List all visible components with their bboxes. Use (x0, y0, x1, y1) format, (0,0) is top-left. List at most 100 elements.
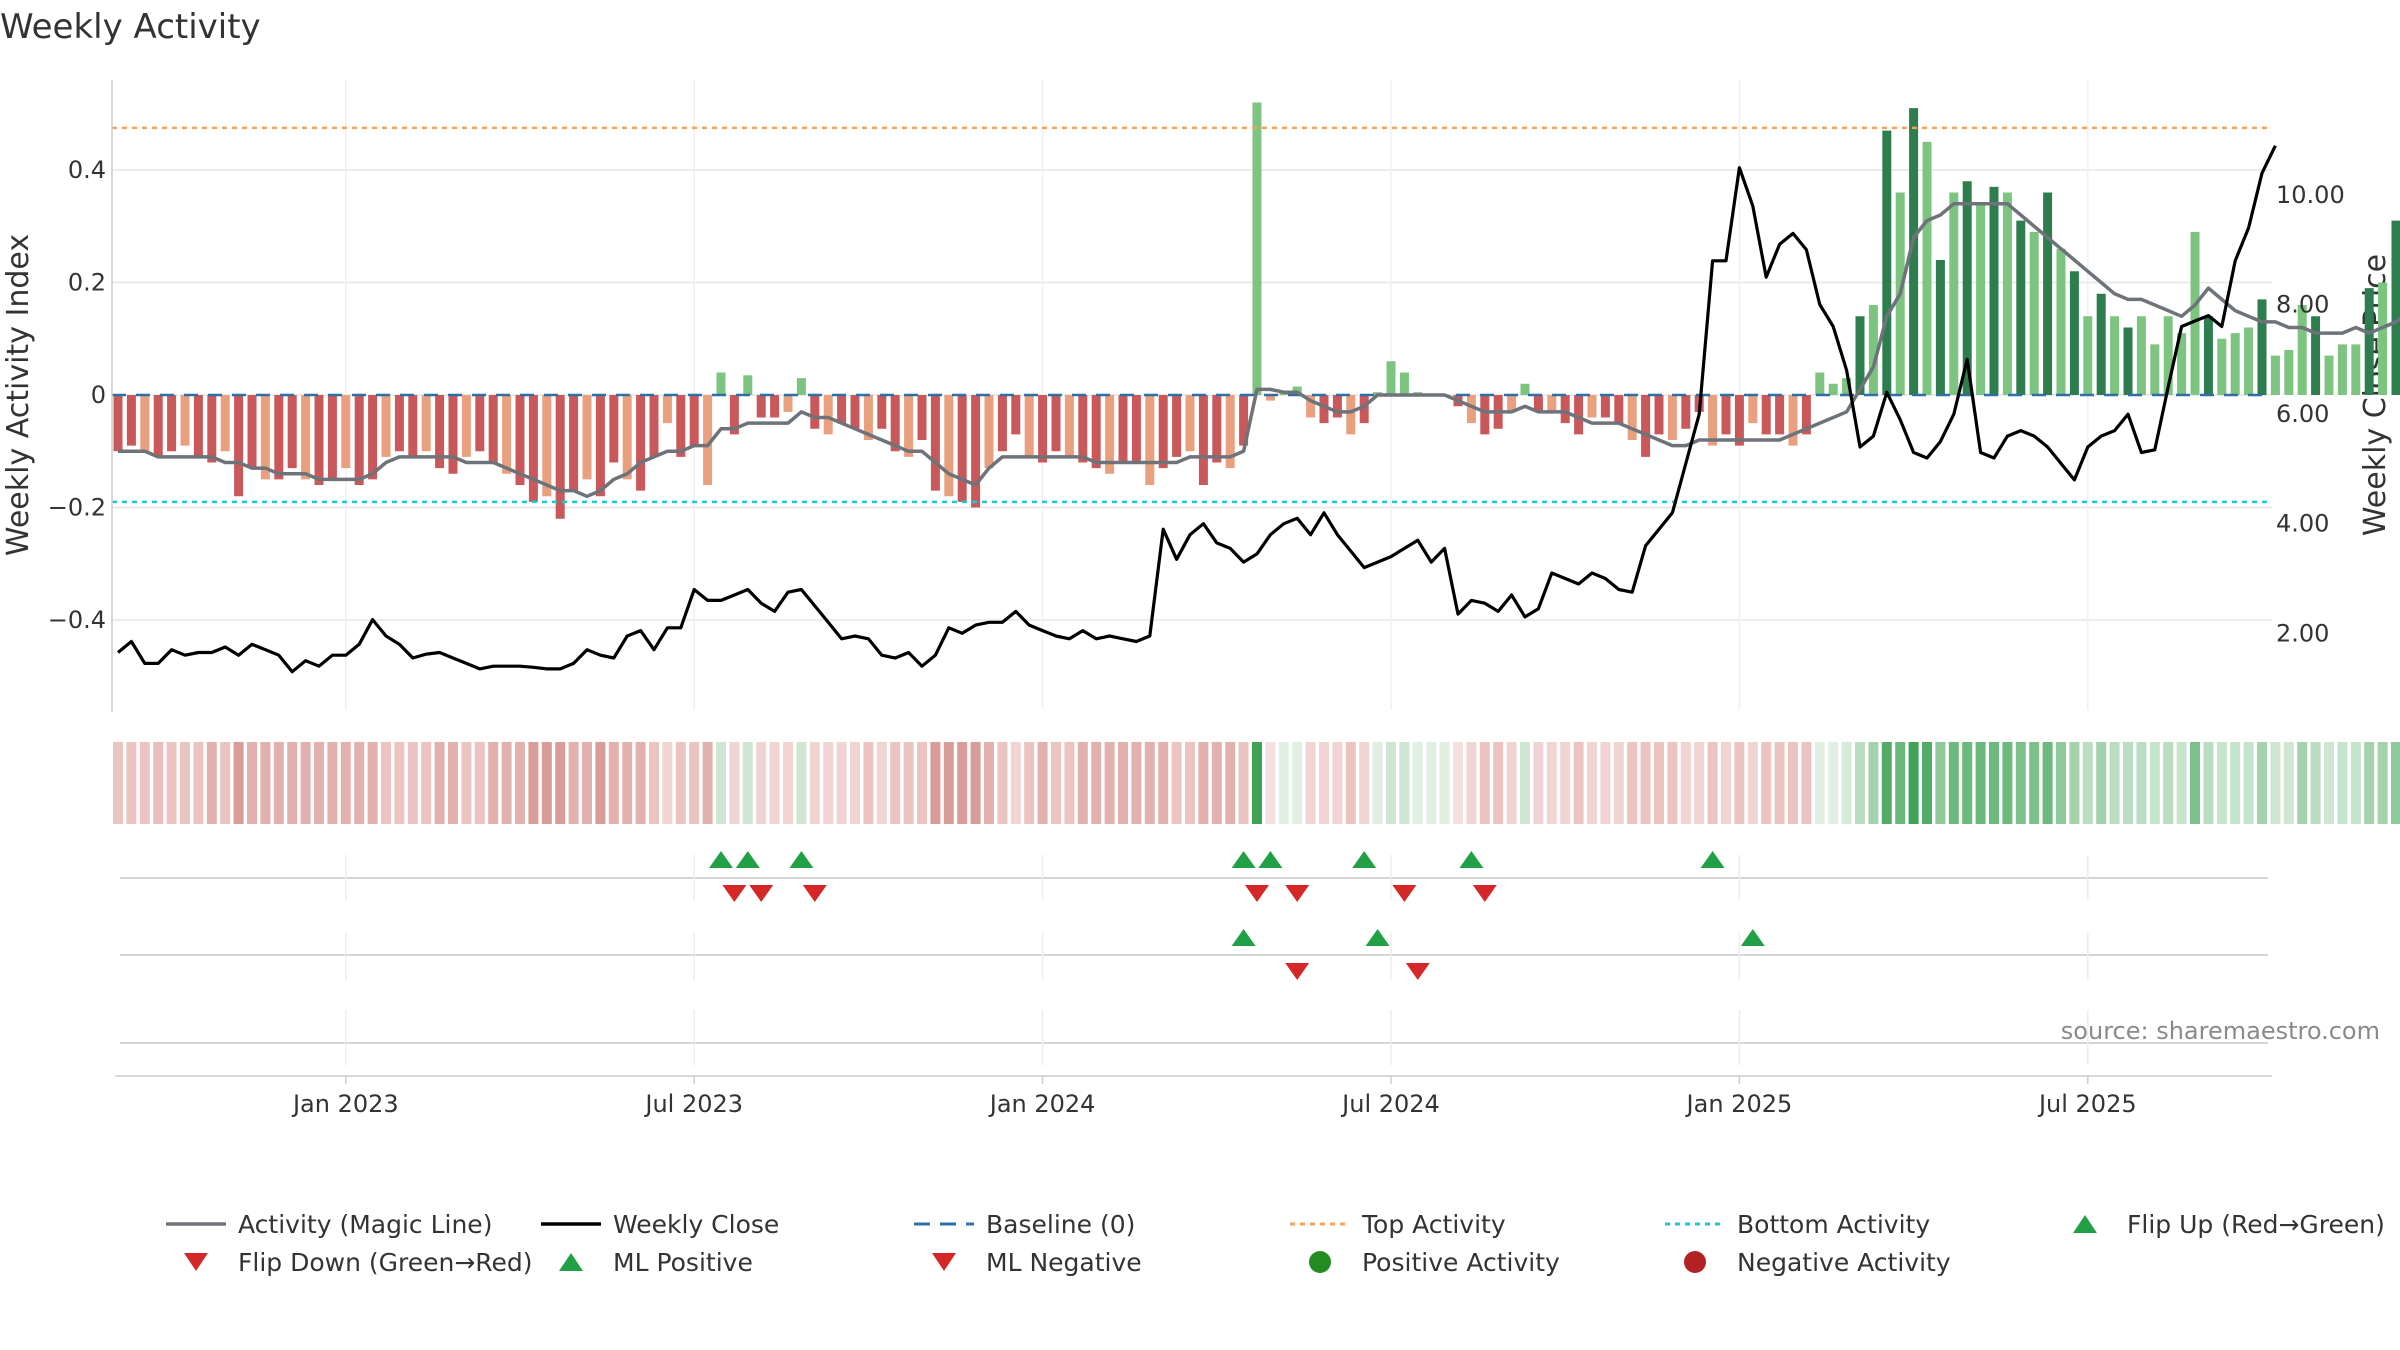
activity-bar (1051, 395, 1061, 452)
activity-bar (113, 395, 123, 452)
heat-cell (166, 742, 177, 824)
heat-cell (314, 742, 324, 824)
heat-cell (943, 742, 954, 824)
activity-bar (301, 395, 311, 480)
heat-cell (1989, 742, 1999, 824)
y-tick-label-left: −0.2 (48, 494, 106, 522)
heat-cell (515, 742, 525, 824)
heat-cell (1747, 742, 1758, 824)
heat-strip (113, 742, 2400, 824)
series-lines (116, 144, 2400, 674)
activity-bar (1520, 383, 1530, 395)
activity-bar (1239, 395, 1249, 446)
heat-cell (126, 742, 137, 824)
heat-cell (1051, 742, 1061, 824)
heat-cell (930, 742, 941, 824)
flip-up-marker (1459, 851, 1484, 868)
activity-bar (1654, 395, 1664, 435)
heat-cell (2163, 742, 2174, 824)
activity-bar (2324, 355, 2334, 395)
heat-cell (582, 742, 592, 824)
activity-bar (1560, 395, 1570, 424)
x-tick-label: Jan 2023 (291, 1090, 399, 1118)
activity-bar (1868, 305, 1878, 395)
heat-cell (1761, 742, 1772, 824)
heat-cell (1252, 742, 1262, 824)
reference-lines (112, 126, 2272, 504)
chart-title: Weekly Activity (0, 7, 261, 47)
heat-cell (2350, 742, 2361, 824)
activity-bar (1024, 395, 1034, 457)
heat-cell (1238, 742, 1249, 824)
heat-cell (997, 742, 1008, 824)
activity-bar (1627, 395, 1637, 440)
heat-cell (1506, 742, 1517, 824)
heat-cell (2203, 742, 2214, 824)
heat-cell (1332, 742, 1343, 824)
heat-cell (1868, 742, 1879, 824)
activity-bar (1158, 395, 1168, 469)
activity-bar (435, 395, 445, 469)
y-tick-label-left: 0.2 (68, 269, 106, 297)
activity-bar (1681, 395, 1691, 429)
activity-bar (2351, 344, 2361, 395)
activity-bar (528, 395, 538, 502)
activity-bar (2056, 248, 2066, 395)
heat-cell (1171, 742, 1182, 824)
activity-bar (2284, 350, 2294, 395)
activity-bar (1038, 395, 1048, 463)
activity-bar (837, 395, 847, 424)
activity-bar (167, 395, 177, 452)
activity-bar (1815, 372, 1825, 395)
legend-label: ML Negative (986, 1248, 1142, 1277)
heat-cell (1131, 742, 1142, 824)
activity-bar (2150, 344, 2160, 395)
activity-bar (193, 395, 203, 457)
heat-cell (1707, 742, 1718, 824)
activity-bar (904, 395, 914, 457)
heat-cell (501, 742, 512, 824)
heat-cell (876, 742, 887, 824)
heat-cell (541, 742, 552, 824)
heat-cell (555, 742, 566, 824)
activity-bar (1386, 361, 1396, 395)
heat-cell (689, 742, 700, 824)
ml-positive-marker (1231, 929, 1256, 946)
ml-negative-marker (1405, 963, 1430, 980)
heat-cell (2096, 742, 2107, 824)
heat-cell (1935, 742, 1946, 824)
activity-bar (461, 395, 471, 457)
activity-bar (2002, 192, 2012, 395)
heat-cell (2190, 742, 2200, 824)
heat-cell (1466, 742, 1477, 824)
activity-bar (2364, 288, 2374, 395)
heat-cell (796, 742, 807, 824)
activity-bar (2110, 316, 2120, 395)
heat-cell (1667, 742, 1678, 824)
heat-cell (1694, 742, 1705, 824)
activity-bar (1359, 395, 1369, 424)
activity-bar (1882, 130, 1892, 395)
heat-cell (220, 742, 231, 824)
activity-bar (1574, 395, 1584, 435)
source-credit: source: sharemaestro.com (2061, 1017, 2380, 1045)
heat-cell (595, 742, 606, 824)
activity-bar (997, 395, 1007, 452)
heat-cell (2257, 742, 2267, 824)
activity-bar (341, 395, 351, 469)
activity-bar (796, 378, 806, 395)
activity-bar (2177, 333, 2187, 395)
heat-cell (273, 742, 284, 824)
heat-cell (381, 742, 391, 824)
heat-cell (1010, 742, 1021, 824)
heat-cell (327, 742, 338, 824)
x-tick-label: Jul 2025 (2037, 1090, 2137, 1118)
x-axis: Jan 2023 Jul 2023 Jan 2024 Jul 2024 Jan 2025… (115, 1075, 2272, 1118)
activity-bar (823, 395, 833, 435)
heat-cell (1399, 742, 1410, 824)
legend-swatch-triangle-down (932, 1253, 956, 1271)
heat-cell (2123, 742, 2133, 824)
activity-bar (1547, 395, 1557, 412)
legend: Activity (Magic Line) Weekly Close Baselin… (166, 1210, 2385, 1277)
activity-bar (1788, 395, 1798, 446)
